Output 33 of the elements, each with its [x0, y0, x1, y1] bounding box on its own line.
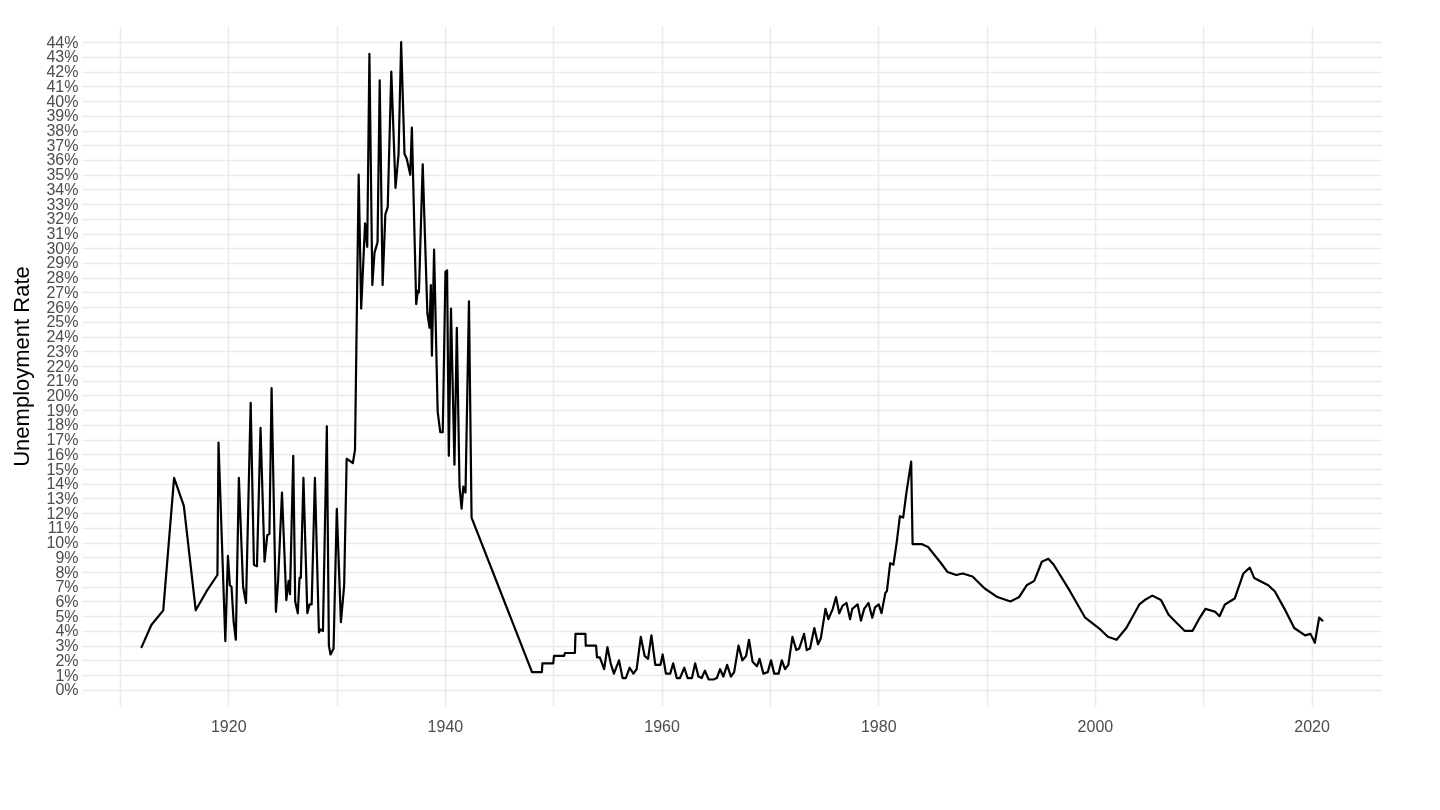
- y-tick-label: 33%: [46, 195, 79, 213]
- y-axis-title: Unemployment Rate: [9, 266, 35, 467]
- y-tick-label: 26%: [46, 298, 79, 316]
- y-tick-label: 43%: [46, 48, 79, 66]
- y-tick-label: 1%: [55, 666, 79, 684]
- y-tick-label: 6%: [55, 593, 79, 610]
- y-tick-label: 44%: [46, 33, 79, 51]
- y-tick-label: 18%: [46, 416, 79, 434]
- x-tick-label: 1980: [860, 717, 897, 735]
- y-tick-label: 15%: [46, 460, 79, 478]
- y-tick-label: 25%: [46, 313, 79, 331]
- line-series: [140, 41, 1324, 681]
- x-tick-label: 2000: [1077, 717, 1114, 735]
- y-tick-label: 11%: [47, 519, 79, 537]
- x-tick-label: 2020: [1294, 717, 1330, 735]
- y-tick-label: 40%: [46, 92, 79, 110]
- y-tick-label: 8%: [55, 563, 79, 581]
- y-tick-label: 39%: [46, 107, 79, 125]
- y-tick-label: 19%: [46, 401, 79, 419]
- y-tick-label: 7%: [55, 578, 79, 596]
- y-tick-label: 29%: [46, 254, 79, 272]
- y-tick-label: 38%: [46, 122, 79, 139]
- x-tick-label: 1920: [210, 717, 247, 735]
- y-tick-label: 0%: [55, 681, 79, 699]
- y-tick-label: 37%: [46, 136, 79, 154]
- y-tick-label: 12%: [46, 504, 79, 522]
- x-tick-label: 1940: [427, 717, 464, 735]
- y-tick-label: 32%: [46, 210, 79, 228]
- y-tick-label: 36%: [46, 151, 79, 169]
- x-tick-label: 1960: [644, 717, 680, 735]
- y-tick-label: 5%: [55, 607, 79, 625]
- y-tick-label: 22%: [46, 357, 79, 375]
- y-tick-label: 4%: [55, 622, 79, 640]
